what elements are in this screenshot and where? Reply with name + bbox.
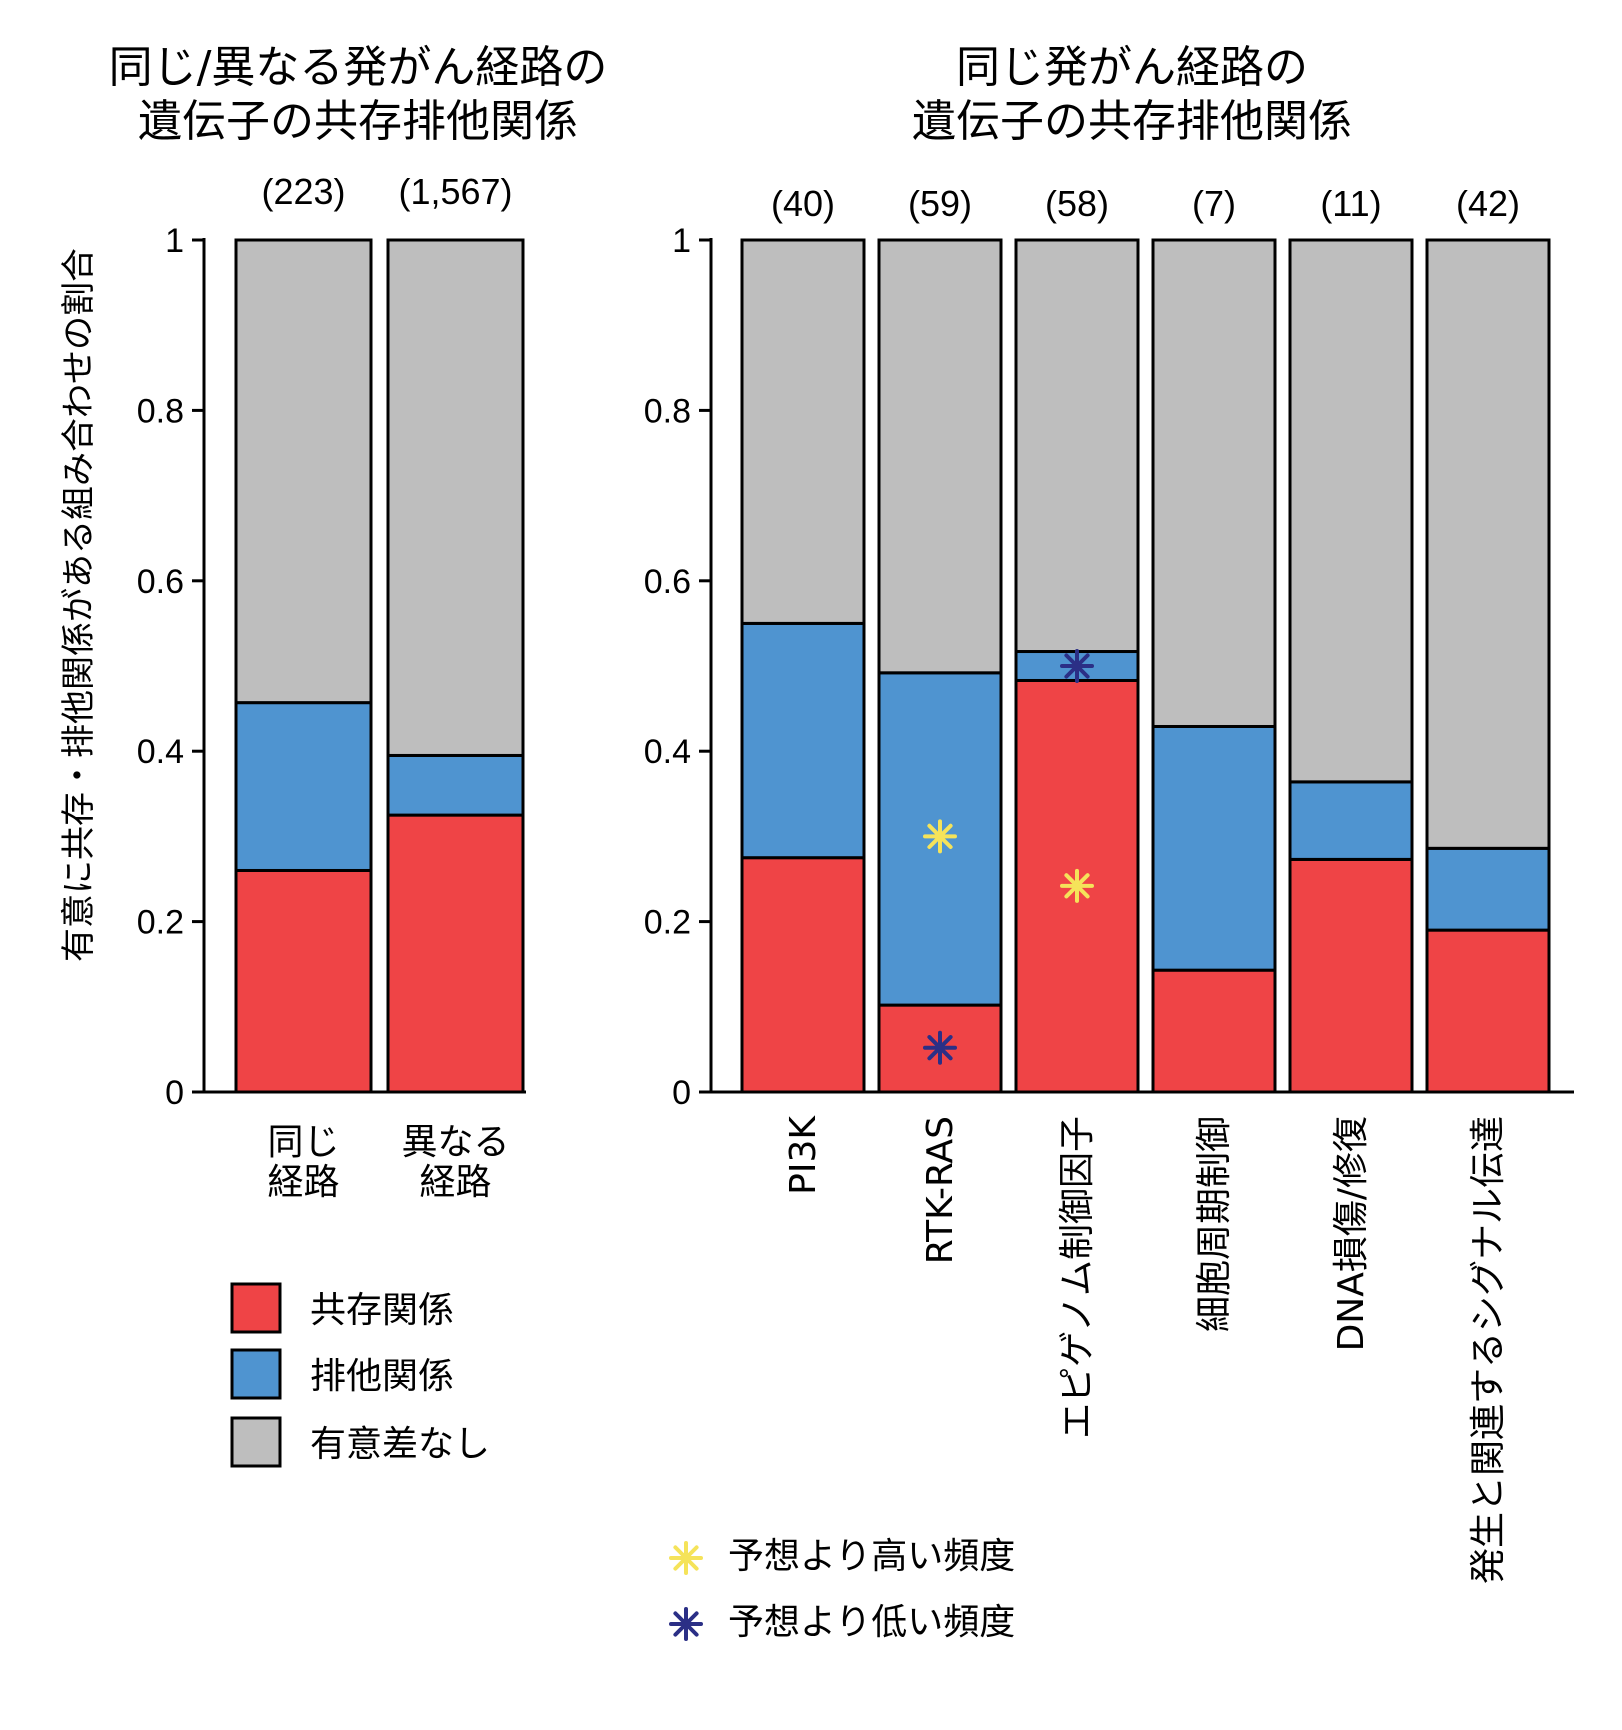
legend-label-exclusivity: 排他関係 xyxy=(310,1356,454,1397)
x-category-label: 異なる xyxy=(401,1122,509,1163)
bar-not-significant-segment xyxy=(740,238,866,625)
legend-label-not-significant: 有意差なし xyxy=(310,1424,490,1465)
bar-cooccurrence-segment xyxy=(234,868,373,1094)
right-chart-title-line-2: 遺伝子の共存排他関係 xyxy=(912,96,1352,147)
bar-exclusivity-segment xyxy=(1151,724,1277,972)
bar-not-significant-segment xyxy=(1288,238,1414,784)
y-tick-label: 0.6 xyxy=(137,563,184,601)
asterisk-stroke xyxy=(673,1545,699,1571)
bar-count-label: (40) xyxy=(771,183,835,224)
bar-count-label: (1,567) xyxy=(398,171,512,212)
bar-count-label: (11) xyxy=(1320,183,1381,224)
y-tick-label: 0.2 xyxy=(137,904,184,942)
legend-asterisk-higher xyxy=(669,1541,703,1575)
legend-asterisk-lower xyxy=(669,1607,703,1641)
left-y-axis-label: 有意に共存・排他関係がある組み合わせの割合 xyxy=(59,248,99,962)
legend: 共存関係 排他関係 有意差なし xyxy=(230,1282,490,1468)
y-tick-label: 0 xyxy=(165,1074,184,1112)
bar-not-significant-segment xyxy=(877,238,1003,675)
x-category-label: PI3K xyxy=(783,1115,824,1195)
legend-swatch-cooccurrence xyxy=(230,1282,282,1334)
bar-cooccurrence-segment xyxy=(1288,857,1414,1094)
x-category-label: エピゲノム制御因子 xyxy=(1057,1116,1098,1439)
marker-legend: 予想より高い頻度 予想より低い頻度 xyxy=(669,1536,1015,1643)
x-category-label: DNA損傷/修復 xyxy=(1331,1116,1372,1351)
y-tick-label: 0.4 xyxy=(644,733,691,771)
y-tick-label: 1 xyxy=(165,222,184,260)
bar-not-significant-segment xyxy=(234,238,373,705)
right-chart-plot: 0 0.2 0.4 0.6 0.8 1 (40) PI3K (59) RTK-RAS (58) エピゲ… xyxy=(644,183,1574,1584)
bar-count-label: (58) xyxy=(1045,183,1109,224)
legend-swatch-not-significant xyxy=(230,1416,282,1468)
y-tick-label: 1 xyxy=(672,222,691,260)
bar-not-significant-segment xyxy=(1425,238,1551,850)
legend-label-higher: 予想より高い頻度 xyxy=(728,1536,1015,1577)
legend-swatch-exclusivity xyxy=(230,1348,282,1400)
significance-asterisk-higher xyxy=(923,819,957,854)
bar-count-label: (42) xyxy=(1456,183,1520,224)
bar-exclusivity-segment xyxy=(386,753,525,817)
x-category-label: 経路 xyxy=(419,1162,491,1203)
x-category-label: RTK-RAS xyxy=(920,1116,961,1264)
bar-exclusivity-segment xyxy=(1288,780,1414,861)
x-category-label: 経路 xyxy=(267,1162,339,1203)
bar-cooccurrence-segment xyxy=(386,813,525,1094)
significance-asterisk-higher xyxy=(1060,868,1094,903)
legend-label-cooccurrence: 共存関係 xyxy=(310,1290,454,1331)
significance-asterisk-lower xyxy=(1060,649,1094,683)
legend-label-lower: 予想より低い頻度 xyxy=(728,1602,1015,1643)
bar-not-significant-segment xyxy=(1014,238,1140,654)
significance-asterisk-lower xyxy=(923,1030,957,1065)
left-chart-title-line-1: 同じ/異なる発がん経路の xyxy=(109,42,608,93)
y-tick-label: 0.4 xyxy=(137,733,184,771)
bar-cooccurrence-segment xyxy=(1151,968,1277,1094)
asterisk-stroke xyxy=(927,1035,953,1061)
bar-exclusivity-segment xyxy=(234,701,373,872)
y-tick-label: 0 xyxy=(672,1074,691,1112)
left-chart-title-line-2: 遺伝子の共存排他関係 xyxy=(138,96,578,147)
bar-exclusivity-segment xyxy=(740,621,866,860)
bar-count-label: (223) xyxy=(261,171,345,212)
bar-cooccurrence-segment xyxy=(740,856,866,1094)
bar-count-label: (59) xyxy=(908,183,972,224)
bar-not-significant-segment xyxy=(1151,238,1277,728)
bar-exclusivity-segment xyxy=(1425,846,1551,932)
bar-not-significant-segment xyxy=(386,238,525,757)
asterisk-stroke xyxy=(673,1611,699,1637)
x-category-label: 同じ xyxy=(267,1122,339,1163)
y-tick-label: 0.6 xyxy=(644,563,691,601)
y-tick-label: 0.2 xyxy=(644,904,691,942)
legend-asterisk-higher-icon xyxy=(669,1541,703,1575)
x-category-label: 発生と関連するシグナル伝達 xyxy=(1468,1116,1509,1584)
y-tick-label: 0.8 xyxy=(137,392,184,430)
asterisk-stroke xyxy=(1064,873,1090,899)
bar-cooccurrence-segment xyxy=(1425,928,1551,1094)
asterisk-stroke xyxy=(927,823,953,850)
x-category-label: 細胞周期制御 xyxy=(1194,1116,1235,1332)
bar-count-label: (7) xyxy=(1192,183,1236,224)
y-tick-label: 0.8 xyxy=(644,392,691,430)
right-chart-title-line-1: 同じ発がん経路の xyxy=(956,42,1308,93)
legend-asterisk-lower-icon xyxy=(669,1607,703,1641)
asterisk-stroke xyxy=(1064,653,1090,679)
